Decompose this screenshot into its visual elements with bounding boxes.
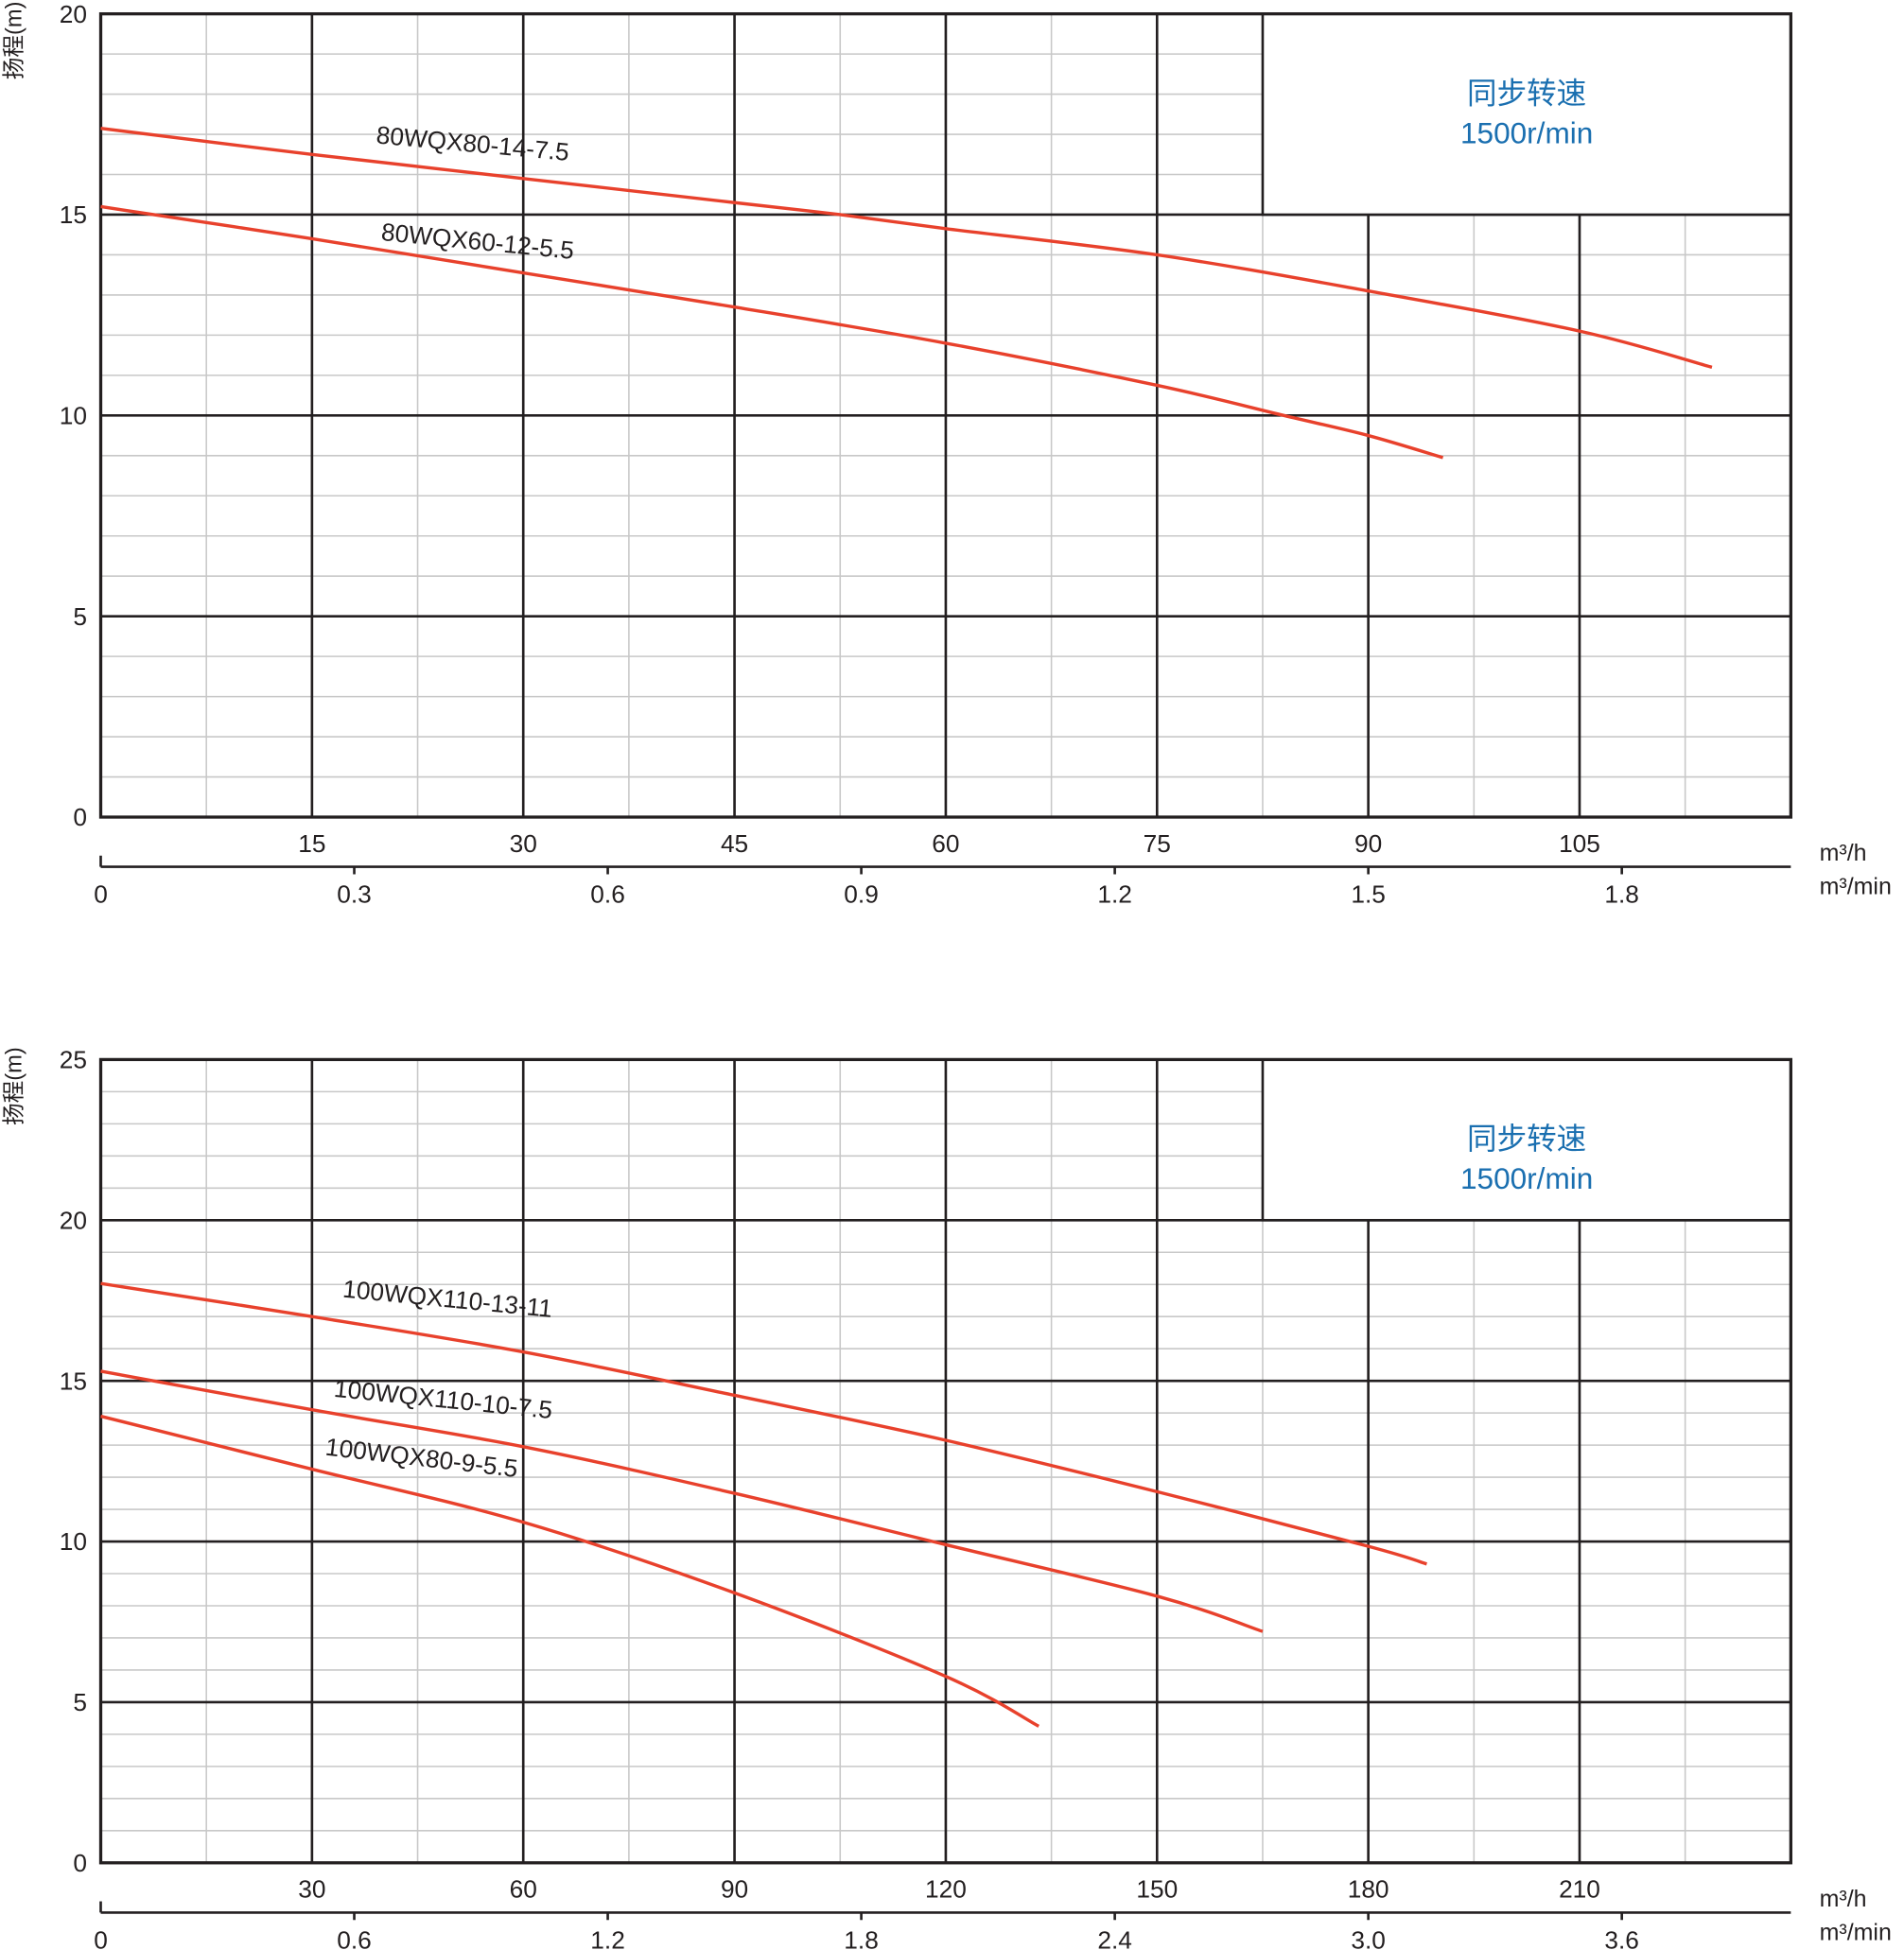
y-tick-label: 20 — [60, 1206, 87, 1234]
speed-legend-value: 1500r/min — [1460, 1161, 1593, 1195]
x2-tick-label: 0 — [94, 1926, 108, 1950]
y-tick-label: 10 — [60, 402, 87, 430]
y-tick-label: 0 — [73, 803, 87, 831]
curve-label: 80WQX80-14-7.5 — [376, 120, 570, 165]
speed-legend-box — [1261, 12, 1792, 217]
curve-label: 100WQX110-13-11 — [341, 1275, 553, 1323]
plot-frame — [98, 11, 1792, 819]
x-tick-label: 15 — [298, 829, 325, 858]
x-axis-unit-m3h: m³/h — [1820, 1886, 1867, 1912]
y-tick-label: 5 — [73, 602, 87, 631]
x2-tick-label: 0.6 — [337, 1926, 372, 1950]
plot-frame — [98, 1057, 1792, 1865]
x-axis-unit-m3h: m³/h — [1820, 840, 1867, 866]
chart-1: 同步转速 1500r/min 0 5 10 15 20 扬程(m) 15 30 45 60 75 90 10… — [1, 0, 1892, 909]
curve-100wqx80-9-5.5 — [100, 1414, 1040, 1728]
x2-tick-label: 1.2 — [1097, 880, 1132, 909]
x-tick-label: 75 — [1144, 829, 1171, 858]
y-tick-label: 15 — [60, 1367, 87, 1395]
x2-tick-label: 1.8 — [1604, 880, 1639, 909]
curve-label: 80WQX60-12-5.5 — [380, 218, 575, 265]
x-tick-label: 210 — [1559, 1875, 1600, 1904]
x2-tick-label: 0.6 — [590, 880, 625, 909]
x2-tick-label: 3.6 — [1604, 1926, 1639, 1950]
x-tick-label: 150 — [1136, 1875, 1178, 1904]
x2-tick-label: 0.3 — [337, 880, 372, 909]
x2-tick-label: 1.8 — [844, 1926, 879, 1950]
curve-100wqx110-13-11 — [100, 1281, 1427, 1566]
x-tick-label: 30 — [510, 829, 537, 858]
x-axis-unit-m3min: m³/min — [1820, 1919, 1892, 1945]
speed-legend-title: 同步转速 — [1467, 76, 1586, 110]
y-tick-label: 15 — [60, 200, 87, 229]
x2-tick-label: 0.9 — [844, 880, 879, 909]
x-tick-label: 120 — [925, 1875, 967, 1904]
x-tick-label: 60 — [510, 1875, 537, 1904]
x-tick-label: 90 — [721, 1875, 748, 1904]
y-tick-label: 20 — [60, 0, 87, 28]
y-tick-label: 25 — [60, 1046, 87, 1074]
y-axis-label: 扬程(m) — [1, 1, 26, 79]
x2-tick-label: 0 — [94, 880, 108, 909]
x-tick-label: 180 — [1348, 1875, 1389, 1904]
x-tick-label: 45 — [721, 829, 748, 858]
x2-tick-label: 1.5 — [1351, 880, 1386, 909]
y-tick-label: 5 — [73, 1688, 87, 1716]
x-tick-label: 90 — [1354, 829, 1382, 858]
speed-legend-value: 1500r/min — [1460, 115, 1593, 149]
curve-80wqx60-12-5.5 — [100, 204, 1444, 460]
chart-2: 同步转速 1500r/min 0 5 10 15 20 25 扬程(m) 30 60 90 120 150… — [1, 1046, 1892, 1950]
x2-tick-label: 1.2 — [590, 1926, 625, 1950]
y-axis-label: 扬程(m) — [1, 1047, 26, 1125]
y-tick-label: 10 — [60, 1527, 87, 1556]
x-tick-label: 60 — [932, 829, 959, 858]
x-tick-label: 105 — [1559, 829, 1600, 858]
curve-100wqx110-10-7.5 — [100, 1369, 1264, 1633]
y-tick-label: 0 — [73, 1849, 87, 1877]
speed-legend-box — [1261, 1058, 1792, 1222]
x-tick-label: 30 — [298, 1875, 325, 1904]
x-axis-unit-m3min: m³/min — [1820, 874, 1892, 900]
speed-legend-title: 同步转速 — [1467, 1122, 1586, 1156]
x2-tick-label: 2.4 — [1097, 1926, 1132, 1950]
curve-80wqx80-14-7.5 — [100, 126, 1713, 370]
x2-tick-label: 3.0 — [1351, 1926, 1386, 1950]
